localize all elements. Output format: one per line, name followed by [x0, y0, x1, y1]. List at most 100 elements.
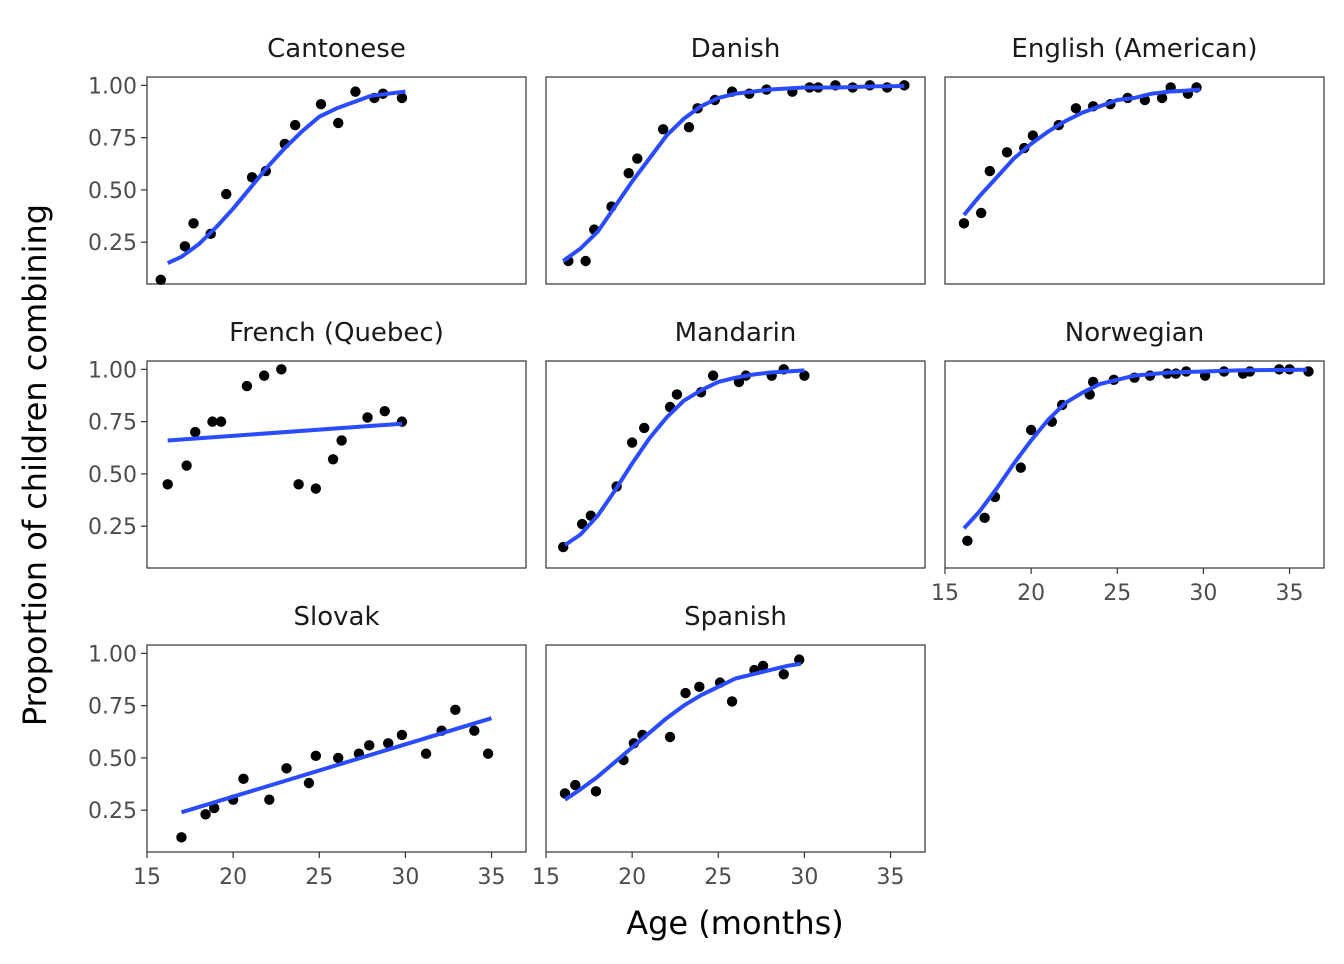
data-point-french-quebec [241, 380, 253, 392]
x-tick-label: 35 [478, 865, 506, 890]
data-point-cantonese [289, 119, 301, 131]
panel-title-spanish: Spanish [684, 602, 787, 632]
x-tick-label: 20 [1017, 581, 1045, 606]
y-axis-title: Proportion of children combining [16, 204, 54, 726]
data-point-english-american [1027, 130, 1039, 141]
x-tick-label: 15 [532, 865, 560, 890]
data-point-slovak [450, 704, 461, 716]
y-tick-label: 1.00 [88, 642, 137, 667]
panel-frame-spanish [545, 644, 926, 853]
data-point-mandarin [626, 437, 638, 448]
data-point-spanish [778, 669, 789, 680]
data-point-slovak [482, 748, 494, 759]
panel-title-cantonese: Cantonese [267, 34, 406, 64]
data-point-mandarin [576, 518, 588, 530]
panel-frame-french-quebec [146, 360, 527, 569]
data-point-french-quebec [362, 412, 373, 423]
data-point-french-quebec [215, 416, 227, 427]
data-point-french-quebec [293, 479, 304, 490]
data-point-french-quebec [181, 460, 192, 471]
data-point-slovak [200, 809, 211, 820]
data-point-slovak [396, 729, 408, 741]
y-tick-label: 0.75 [88, 695, 137, 720]
panel-title-french-quebec: French (Quebec) [229, 318, 444, 348]
data-point-cantonese [350, 86, 361, 97]
data-point-mandarin [707, 370, 719, 381]
data-point-french-quebec [379, 405, 390, 417]
x-tick-label: 25 [704, 865, 732, 890]
fit-line-norwegian [962, 367, 1307, 530]
data-point-french-quebec [327, 454, 339, 465]
fit-line-french-quebec [167, 421, 403, 443]
data-point-french-quebec [310, 483, 322, 494]
y-tick-label: 0.25 [88, 515, 137, 540]
data-point-slovak [281, 763, 292, 774]
data-point-spanish [680, 687, 691, 699]
data-point-danish [623, 167, 634, 179]
panel-title-slovak: Slovak [293, 602, 379, 632]
fit-line-english-american [962, 87, 1201, 217]
panel-title-danish: Danish [691, 34, 781, 64]
data-point-norwegian [1025, 424, 1037, 436]
data-point-slovak [303, 777, 315, 789]
x-tick-label: 20 [219, 865, 247, 890]
data-point-spanish [757, 660, 769, 672]
data-point-slovak [176, 832, 187, 843]
data-point-cantonese [396, 92, 408, 104]
panel-frame-slovak [146, 644, 527, 853]
data-point-english-american [1156, 92, 1168, 104]
panel-frame-danish [545, 76, 926, 285]
y-tick-label: 1.00 [88, 358, 137, 383]
panel-frame-mandarin [545, 360, 926, 569]
data-point-english-american [975, 207, 987, 219]
data-point-mandarin [799, 370, 810, 381]
y-tick-label: 0.25 [88, 231, 137, 256]
data-point-spanish [570, 779, 581, 791]
data-point-cantonese [315, 98, 327, 110]
fit-line-mandarin [563, 368, 805, 547]
data-point-cantonese [221, 188, 232, 200]
data-point-danish [657, 124, 669, 135]
data-point-french-quebec [276, 364, 287, 375]
data-point-english-american [984, 165, 995, 177]
data-point-french-quebec [190, 426, 201, 438]
data-point-slovak [333, 752, 344, 764]
y-tick-label: 0.50 [88, 179, 137, 204]
data-point-norwegian [1015, 462, 1026, 473]
data-point-norwegian [979, 512, 990, 524]
data-point-danish [632, 153, 643, 164]
panel-frame-cantonese [146, 76, 527, 285]
data-point-english-american [958, 218, 970, 229]
data-point-french-quebec [336, 435, 347, 446]
data-point-cantonese [333, 117, 344, 129]
x-tick-label: 25 [1103, 581, 1131, 606]
y-tick-label: 0.50 [88, 463, 137, 488]
data-point-spanish [694, 681, 705, 693]
x-tick-label: 20 [618, 865, 646, 890]
x-axis-title: Age (months) [626, 904, 844, 942]
x-tick-label: 15 [133, 865, 161, 890]
y-tick-label: 1.00 [88, 74, 137, 99]
x-tick-label: 30 [1189, 581, 1217, 606]
x-tick-label: 30 [391, 865, 419, 890]
data-point-cantonese [188, 218, 199, 229]
x-tick-label: 25 [305, 865, 333, 890]
y-tick-label: 0.75 [88, 127, 137, 152]
fit-line-danish [562, 84, 905, 263]
data-point-slovak [469, 725, 480, 736]
data-point-slovak [208, 802, 220, 814]
x-tick-label: 30 [790, 865, 818, 890]
data-point-cantonese [179, 241, 191, 252]
data-point-english-american [1001, 147, 1013, 158]
data-point-spanish [664, 731, 676, 743]
x-tick-label: 35 [877, 865, 905, 890]
data-point-slovak [364, 740, 375, 751]
data-point-spanish [794, 654, 805, 665]
data-point-slovak [382, 738, 394, 749]
data-point-mandarin [638, 422, 650, 434]
data-point-french-quebec [258, 370, 270, 381]
data-point-french-quebec [207, 416, 218, 427]
data-point-mandarin [671, 389, 683, 400]
